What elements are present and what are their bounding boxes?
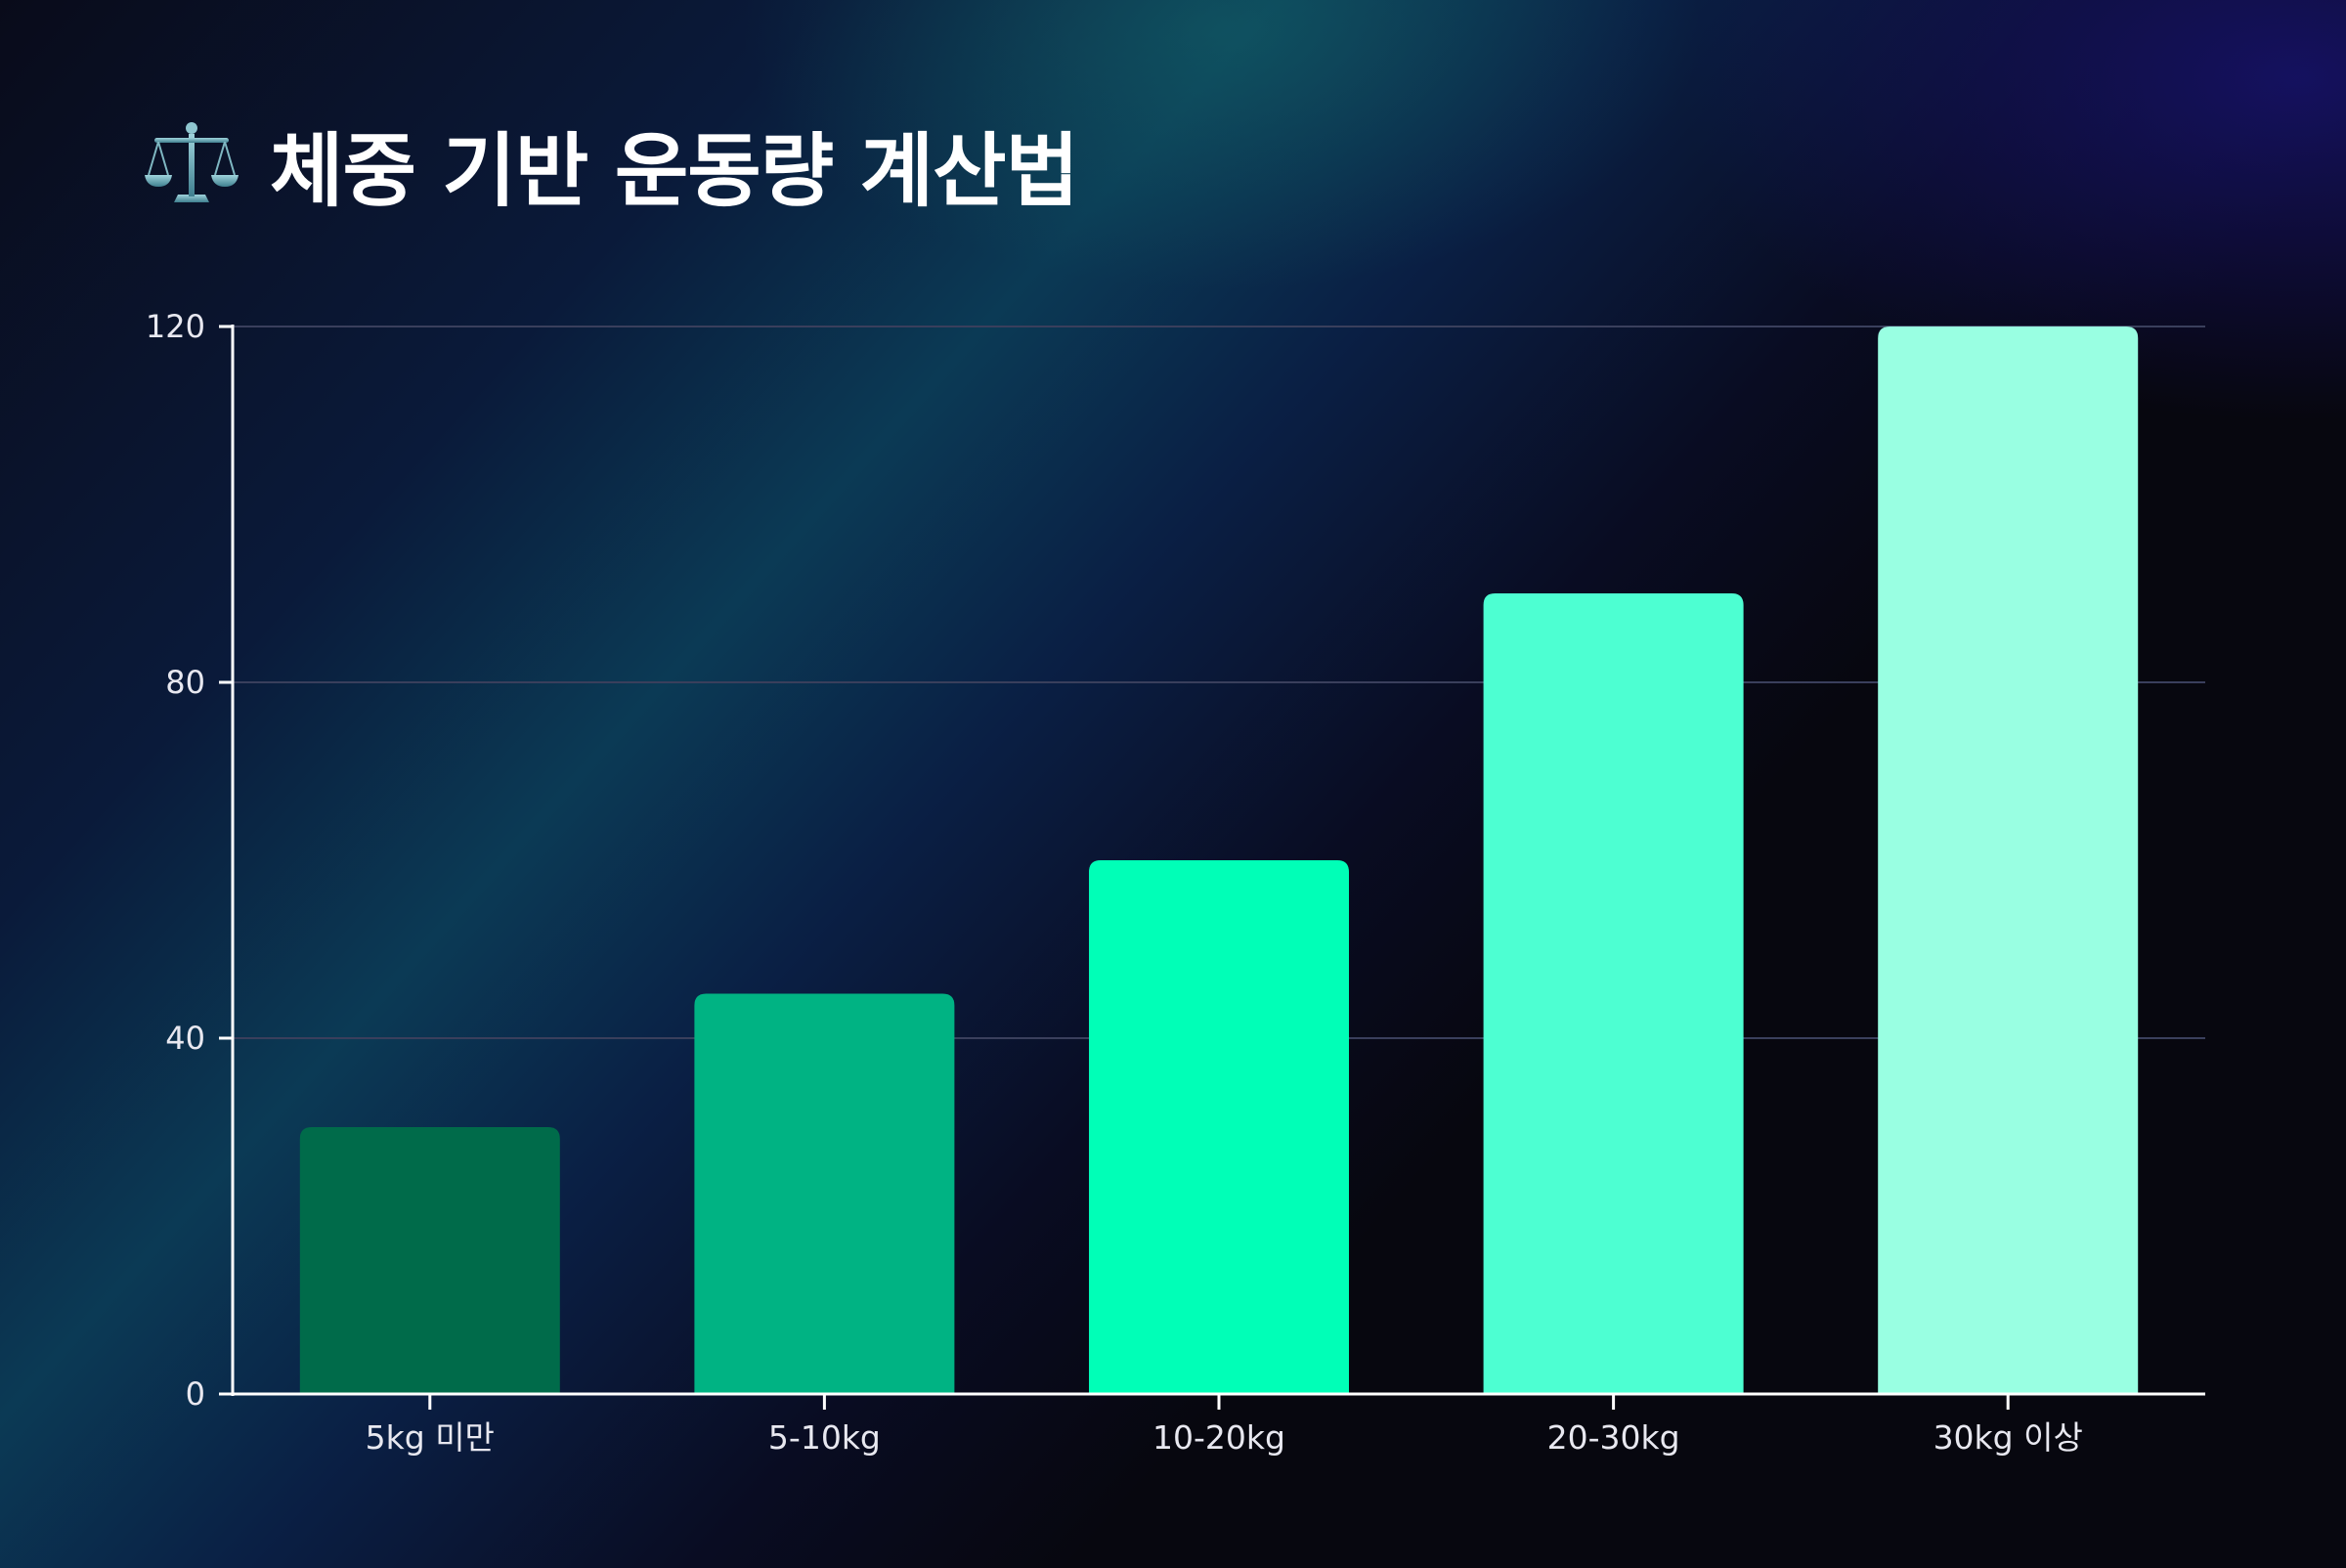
axes (219, 325, 2205, 1410)
bars (299, 327, 2139, 1394)
bar (1878, 327, 2139, 1394)
y-tick-labels: 0 40 80 120 (146, 308, 205, 1413)
x-tick-label: 10-20kg (1152, 1418, 1285, 1457)
y-tick-label: 0 (186, 1375, 205, 1413)
y-tick-label: 40 (165, 1020, 205, 1057)
x-tick-label: 5-10kg (768, 1418, 881, 1457)
bar (1483, 593, 1744, 1394)
bar (299, 1127, 560, 1394)
bar (694, 993, 955, 1394)
chart-title: 체중 기반 운동량 계산법 (141, 109, 1079, 218)
x-tick-labels: 5kg 미만 5-10kg 10-20kg 20-30kg 30kg 이상 (366, 1418, 2083, 1457)
x-tick-label: 30kg 이상 (1933, 1418, 2083, 1457)
y-tick-label: 80 (165, 664, 205, 701)
chart-title-text: 체중 기반 운동량 계산법 (270, 124, 1079, 218)
x-tick-label: 5kg 미만 (366, 1418, 495, 1457)
x-tick-label: 20-30kg (1547, 1418, 1680, 1457)
bar (1089, 860, 1349, 1394)
y-tick-label: 120 (146, 308, 205, 345)
balance-scale-icon (145, 122, 239, 202)
